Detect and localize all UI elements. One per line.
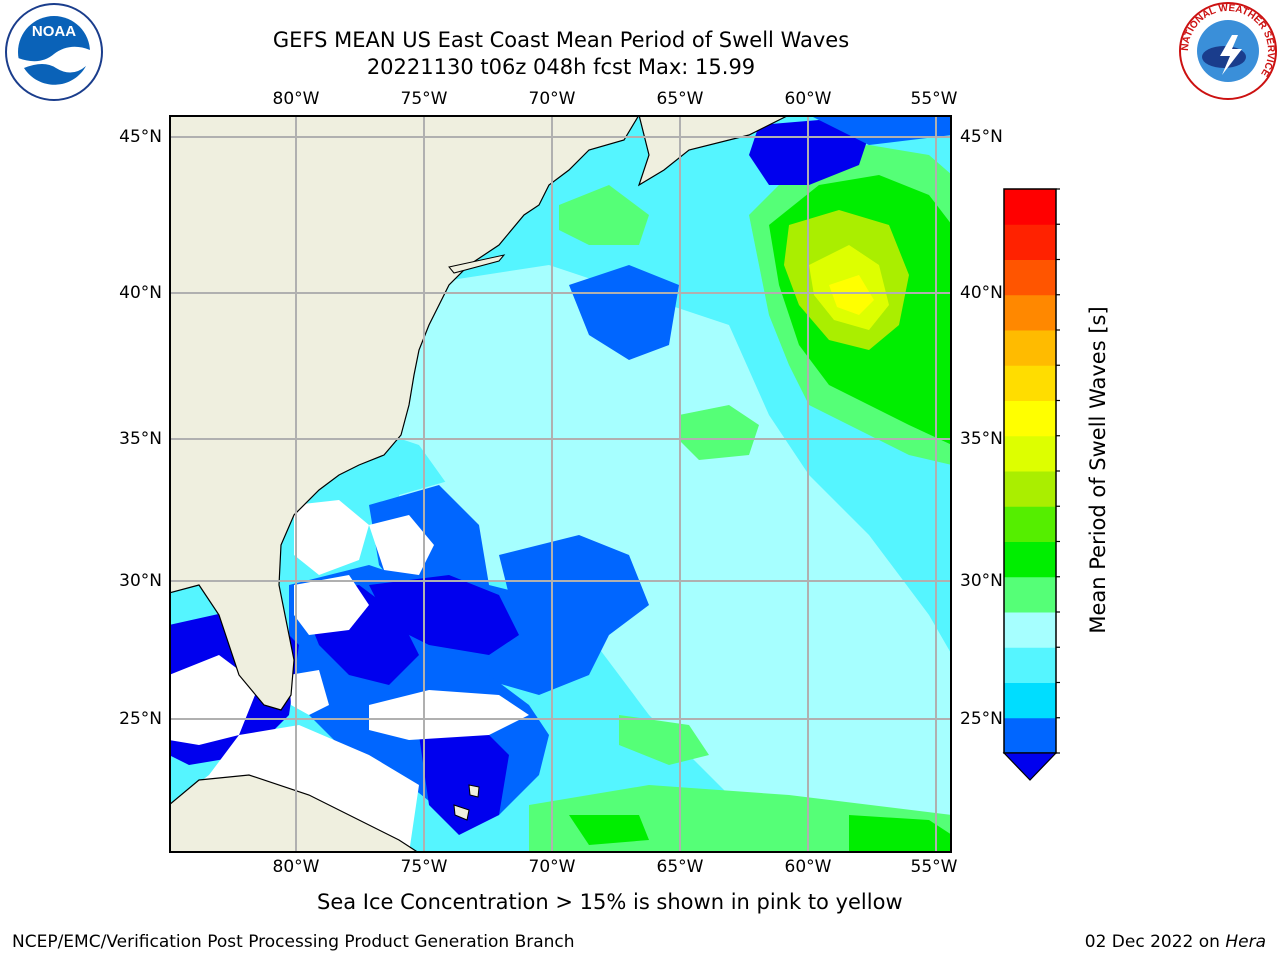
- colorbar-segment: [1004, 259, 1056, 296]
- no-data-area: [369, 690, 529, 740]
- lon-label-bottom: 75°W: [400, 857, 448, 877]
- no-data-area: [289, 670, 329, 715]
- no-data-area: [294, 575, 369, 635]
- swell-contour-2-4s: [419, 725, 509, 835]
- lat-label-right: 25°N: [960, 709, 1003, 729]
- colorbar-segment: [1004, 506, 1056, 542]
- colorbar-segment: [1004, 189, 1056, 225]
- colorbar-segment: [1004, 471, 1056, 507]
- host-name: Hera: [1225, 932, 1266, 952]
- lat-label-left: 35°N: [119, 429, 162, 449]
- lat-label-left: 25°N: [119, 709, 162, 729]
- lat-label-left: 30°N: [119, 571, 162, 591]
- lon-label-top: 80°W: [272, 89, 320, 109]
- colorbar-segment: [1004, 576, 1056, 613]
- swell-contour-2-4s: [369, 575, 519, 655]
- colorbar-segment: [1004, 400, 1056, 437]
- sea-ice-note: Sea Ice Concentration > 15% is shown in …: [317, 890, 903, 914]
- lat-label-left: 40°N: [119, 283, 162, 303]
- colorbar-segment: [1004, 717, 1056, 754]
- lon-label-bottom: 80°W: [272, 857, 320, 877]
- colorbar-segment: [1004, 224, 1056, 260]
- lon-label-top: 60°W: [784, 89, 832, 109]
- nws-logo-icon: NATIONAL WEATHER SERVICE: [1179, 2, 1277, 100]
- no-data-area: [369, 515, 434, 575]
- colorbar: 24689101112131415161718192021: [1002, 188, 1060, 781]
- bahamas-island: [453, 804, 470, 821]
- cuba-land: [169, 774, 421, 853]
- noaa-logo-icon: NOAA: [5, 3, 103, 101]
- map-frame: [169, 115, 952, 853]
- map-gridlines: [169, 115, 952, 853]
- long-island-land: [448, 254, 506, 274]
- maritimes-land: [637, 115, 790, 187]
- colorbar-segment: [1004, 612, 1056, 648]
- swell-contour-8-9s: [399, 265, 952, 853]
- swell-contour-15-16s: [829, 275, 874, 315]
- swell-contour-9-10s: [619, 715, 709, 765]
- swell-contour-9-10s: [679, 405, 759, 460]
- lat-label-right: 35°N: [960, 429, 1003, 449]
- noaa-logo-text: NOAA: [32, 23, 76, 40]
- forecast-subtitle: 20221130 t06z 048h fcst Max: 15.99: [366, 55, 756, 79]
- lon-label-bottom: 65°W: [656, 857, 704, 877]
- lat-label-right: 40°N: [960, 283, 1003, 303]
- swell-contour-10-11s: [849, 815, 952, 853]
- lon-label-top: 65°W: [656, 89, 704, 109]
- colorbar-segment: [1004, 682, 1056, 719]
- colorbar-segment: [1004, 647, 1056, 683]
- swell-contour-9-10s: [559, 185, 649, 245]
- no-data-area: [294, 500, 369, 575]
- map-title: GEFS MEAN US East Coast Mean Period of S…: [272, 28, 850, 52]
- lon-label-bottom: 55°W: [910, 857, 958, 877]
- lon-label-top: 75°W: [400, 89, 448, 109]
- no-data-area: [169, 655, 259, 745]
- lat-label-right: 45°N: [960, 127, 1003, 147]
- lat-label-left: 45°N: [119, 127, 162, 147]
- colorbar-segment: [1004, 330, 1056, 366]
- lon-label-bottom: 70°W: [528, 857, 576, 877]
- colorbar-label: Mean Period of Swell Waves [s]: [1086, 306, 1110, 634]
- colorbar-extend-min: [1002, 752, 1058, 781]
- colorbar-segment: [1004, 365, 1056, 401]
- colorbar-segment: [1004, 294, 1056, 331]
- lon-label-bottom: 60°W: [784, 857, 832, 877]
- lat-label-right: 30°N: [960, 571, 1003, 591]
- swell-contour-4-6s: [369, 485, 619, 695]
- map-plot: [169, 115, 952, 853]
- date-stamp: 02 Dec 2022 on Hera: [1085, 932, 1266, 952]
- lon-label-top: 70°W: [528, 89, 576, 109]
- credit-text: NCEP/EMC/Verification Post Processing Pr…: [12, 932, 575, 952]
- lon-label-top: 55°W: [910, 89, 958, 109]
- bahamas-island: [468, 784, 480, 798]
- swell-contour-4-6s: [569, 265, 679, 360]
- colorbar-segment: [1004, 435, 1056, 472]
- swell-contour-10-11s: [569, 815, 649, 845]
- colorbar-segment: [1004, 541, 1056, 578]
- north-america-land: [169, 115, 640, 711]
- date-text: 02 Dec 2022 on: [1084, 932, 1220, 952]
